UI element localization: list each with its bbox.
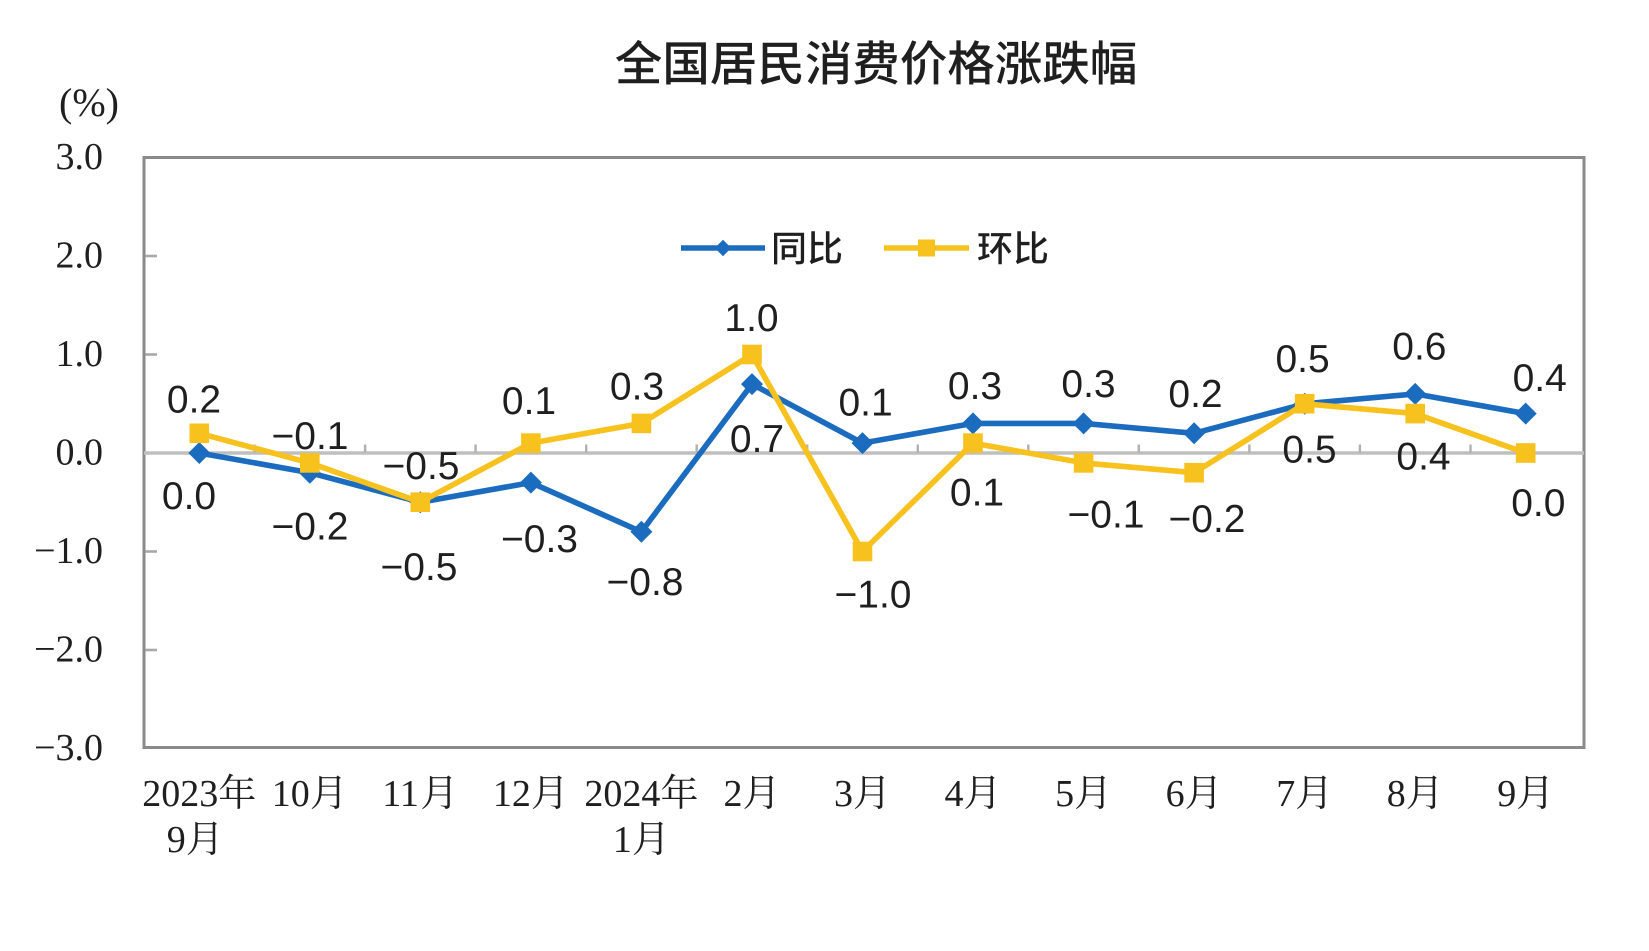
svg-text:2.0: 2.0 — [56, 235, 104, 277]
svg-text:0.4: 0.4 — [1513, 357, 1567, 400]
svg-text:9: 9 — [167, 819, 186, 861]
svg-text:11: 11 — [382, 773, 419, 815]
svg-text:−0.1: −0.1 — [272, 415, 349, 458]
svg-text:0.7: 0.7 — [730, 418, 784, 461]
svg-text:0.3: 0.3 — [610, 366, 664, 409]
svg-text:0.1: 0.1 — [502, 380, 556, 423]
svg-text:(%): (%) — [59, 80, 119, 125]
svg-text:8: 8 — [1387, 773, 1406, 815]
svg-text:−0.2: −0.2 — [272, 506, 349, 549]
svg-text:4: 4 — [945, 773, 964, 815]
svg-text:0.0: 0.0 — [56, 432, 104, 474]
svg-text:0.1: 0.1 — [838, 382, 892, 425]
svg-text:9: 9 — [1497, 773, 1516, 815]
svg-text:5: 5 — [1055, 773, 1074, 815]
svg-text:0.0: 0.0 — [162, 475, 216, 518]
svg-text:0.6: 0.6 — [1392, 326, 1446, 369]
svg-text:−2.0: −2.0 — [34, 629, 103, 671]
svg-text:2: 2 — [724, 773, 743, 815]
svg-text:−1.0: −1.0 — [835, 574, 912, 617]
svg-text:2024: 2024 — [584, 773, 660, 815]
svg-text:−0.8: −0.8 — [607, 561, 684, 604]
svg-text:7: 7 — [1276, 773, 1295, 815]
svg-text:0.2: 0.2 — [1168, 373, 1222, 416]
svg-text:0.4: 0.4 — [1396, 436, 1450, 479]
svg-text:0.5: 0.5 — [1275, 338, 1329, 381]
svg-text:3.0: 3.0 — [56, 136, 104, 178]
svg-text:6: 6 — [1166, 773, 1185, 815]
svg-text:0.1: 0.1 — [950, 472, 1004, 515]
svg-text:0.3: 0.3 — [948, 365, 1002, 408]
svg-text:−0.1: −0.1 — [1068, 494, 1145, 537]
svg-text:1.0: 1.0 — [724, 297, 778, 340]
svg-text:−0.5: −0.5 — [383, 445, 460, 488]
svg-text:−0.5: −0.5 — [381, 546, 458, 589]
svg-text:0.0: 0.0 — [1511, 482, 1565, 525]
svg-text:0.5: 0.5 — [1282, 429, 1336, 472]
svg-text:0.2: 0.2 — [167, 379, 221, 422]
svg-text:−3.0: −3.0 — [34, 727, 103, 769]
svg-text:1.0: 1.0 — [56, 333, 104, 375]
svg-text:−0.2: −0.2 — [1169, 498, 1246, 541]
svg-text:1: 1 — [613, 819, 632, 861]
svg-text:10: 10 — [272, 773, 310, 815]
svg-text:−0.3: −0.3 — [501, 518, 578, 561]
svg-text:−1.0: −1.0 — [34, 530, 103, 572]
svg-text:2023: 2023 — [142, 773, 218, 815]
svg-text:12: 12 — [493, 773, 531, 815]
svg-text:3: 3 — [834, 773, 853, 815]
svg-text:0.3: 0.3 — [1061, 363, 1115, 406]
